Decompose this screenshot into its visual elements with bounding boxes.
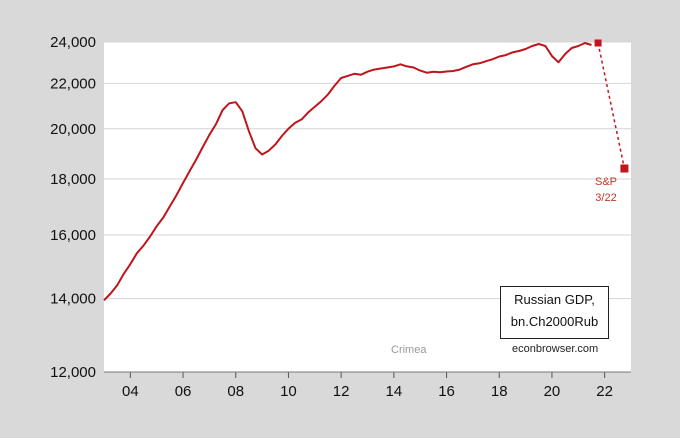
x-tick-label: 10 xyxy=(280,383,297,400)
legend-box: Russian GDP, bn.Ch2000Rub xyxy=(500,286,609,339)
x-tick-label: 14 xyxy=(386,383,403,400)
x-tick-label: 22 xyxy=(596,383,613,400)
x-tick-label: 06 xyxy=(175,383,192,400)
annotation-sp-label: S&P xyxy=(594,176,617,188)
annotation-crimea: Crimea xyxy=(391,344,427,356)
x-tick-label: 04 xyxy=(122,383,139,400)
y-tick-label: 20,000 xyxy=(50,121,96,138)
forecast-start-marker xyxy=(594,39,602,47)
x-tick-label: 08 xyxy=(227,383,244,400)
x-tick-label: 12 xyxy=(333,383,350,400)
gdp-series-line xyxy=(103,42,592,301)
y-tick-label: 14,000 xyxy=(50,291,96,308)
y-tick-label: 18,000 xyxy=(50,171,96,188)
forecast-end-marker xyxy=(620,164,629,173)
chart-frame: 12,000 14,000 16,000 18,000 20,000 22,000 24,0… xyxy=(8,6,670,426)
x-tick-label: 20 xyxy=(544,383,561,400)
y-tick-label: 22,000 xyxy=(50,75,96,92)
annotation-sp: S&P 3/22 xyxy=(591,174,621,206)
gdp-line-chart: 12,000 14,000 16,000 18,000 20,000 22,000 24,0… xyxy=(50,34,631,400)
legend-line-2: bn.Ch2000Rub xyxy=(510,314,599,329)
y-tick-label: 12,000 xyxy=(50,364,96,381)
legend-line-1: Russian GDP, xyxy=(514,292,595,307)
y-tick-label: 16,000 xyxy=(50,227,96,244)
annotation-sp-date: 3/22 xyxy=(595,192,617,204)
x-tick-label: 16 xyxy=(438,383,455,400)
y-tick-label: 24,000 xyxy=(50,34,96,51)
x-tick-label: 18 xyxy=(491,383,508,400)
source-credit: econbrowser.com xyxy=(512,343,599,355)
